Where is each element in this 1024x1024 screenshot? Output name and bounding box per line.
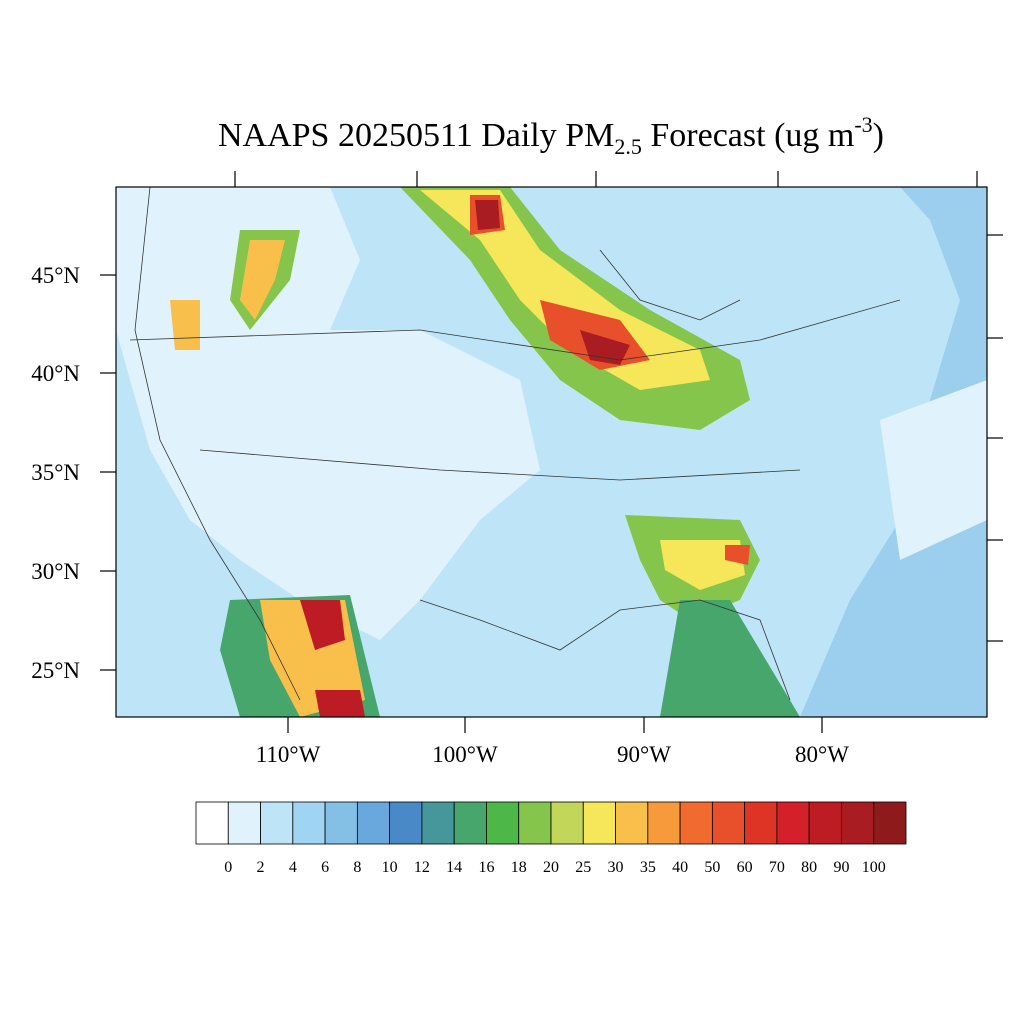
colorbar-label: 50 <box>704 859 720 876</box>
colorbar-box <box>873 801 907 845</box>
colorbar-box <box>679 801 713 845</box>
colorbar-box <box>582 801 616 845</box>
colorbar-box <box>356 801 391 845</box>
map-ticks <box>234 171 1003 642</box>
lat-label: 30°N <box>31 559 80 584</box>
colorbar-label: 40 <box>672 859 688 876</box>
colorbar: 0 2 4 6 8 10 12 14 16 18 20 25 30 35 40 50 60 70 80 90 100 <box>195 801 907 876</box>
colorbar-box <box>227 801 261 845</box>
colorbar-box <box>389 801 423 845</box>
lat-label: 35°N <box>31 460 80 485</box>
lon-label: 90°W <box>617 742 671 767</box>
title: NAAPS 20250511 Daily PM2.5 Forecast (ug … <box>218 112 884 159</box>
colorbar-box <box>776 801 810 845</box>
lon-label: 80°W <box>795 742 849 767</box>
title-superscript: -3 <box>854 112 872 137</box>
colorbar-box <box>841 801 875 845</box>
lon-label: 110°W <box>256 742 321 767</box>
title-middle: Forecast (ug m <box>642 117 854 154</box>
colorbar-box <box>711 801 746 845</box>
colorbar-box <box>518 801 552 845</box>
colorbar-box <box>453 801 487 845</box>
lat-label: 45°N <box>31 263 80 288</box>
colorbar-label: 8 <box>353 859 361 876</box>
colorbar-label: 20 <box>543 859 559 876</box>
colorbar-box <box>744 801 778 845</box>
colorbar-label: 30 <box>608 859 624 876</box>
colorbar-label: 70 <box>769 859 785 876</box>
colorbar-label: 60 <box>737 859 753 876</box>
colorbar-label: 18 <box>511 859 527 876</box>
colorbar-box <box>647 801 681 845</box>
colorbar-label: 90 <box>833 859 849 876</box>
colorbar-box <box>486 801 520 845</box>
colorbar-label: 14 <box>446 859 462 876</box>
colorbar-label: 100 <box>862 859 886 876</box>
title-main: NAAPS 20250511 Daily PM <box>218 117 614 154</box>
colorbar-box <box>615 801 649 845</box>
title-end: ) <box>873 117 884 154</box>
colorbar-box <box>292 801 326 845</box>
colorbar-box <box>195 801 229 845</box>
colorbar-box <box>260 801 294 845</box>
colorbar-label: 0 <box>224 859 232 876</box>
colorbar-label: 6 <box>321 859 329 876</box>
axis-labels: 45°N 40°N 35°N 30°N 25°N 110°W 100°W 90°W 80°W <box>31 263 849 767</box>
lat-label: 25°N <box>31 658 80 683</box>
colorbar-label: 35 <box>640 859 656 876</box>
colorbar-label: 25 <box>575 859 591 876</box>
colorbar-box <box>550 801 584 845</box>
colorbar-box <box>324 801 358 845</box>
colorbar-label: 10 <box>382 859 398 876</box>
title-subscript: 2.5 <box>614 134 642 159</box>
colorbar-box <box>421 801 455 845</box>
colorbar-label: 12 <box>414 859 430 876</box>
colorbar-label: 16 <box>478 859 494 876</box>
map <box>116 187 987 717</box>
colorbar-label: 2 <box>257 859 265 876</box>
lon-label: 100°W <box>432 742 498 767</box>
map-frame <box>115 186 988 718</box>
colorbar-label: 4 <box>289 859 297 876</box>
lat-label: 40°N <box>31 361 80 386</box>
colorbar-label: 80 <box>801 859 817 876</box>
colorbar-box <box>808 801 842 845</box>
